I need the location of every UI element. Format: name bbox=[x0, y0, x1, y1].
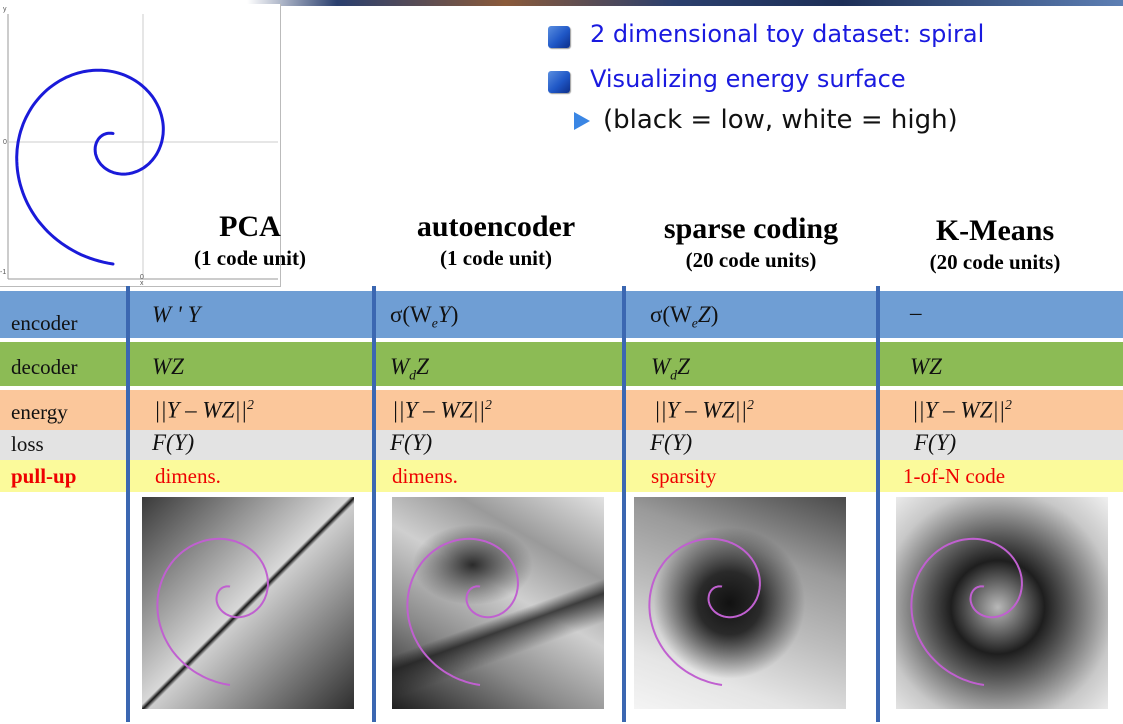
energy-sparse-coding: ||Y – WZ||2 bbox=[654, 397, 754, 423]
column-subtitle: (20 code units) bbox=[685, 248, 817, 272]
column-header-autoencoder: autoencoder (1 code unit) bbox=[386, 210, 606, 271]
decoder-row bbox=[0, 342, 1123, 386]
y-tick-minus-one: -1 bbox=[0, 269, 7, 276]
decoder-autoencoder-text: W bbox=[390, 354, 410, 379]
row-label-encoder: encoder bbox=[11, 311, 78, 335]
decoder-sparse-coding: WdZ bbox=[651, 354, 690, 383]
decoder-kmeans: WZ bbox=[910, 354, 942, 379]
decoder-pca: WZ bbox=[152, 354, 184, 379]
spiral-overlay bbox=[156, 537, 269, 686]
column-header-sparse-coding: sparse coding (20 code units) bbox=[631, 212, 871, 273]
column-title: sparse coding bbox=[663, 212, 839, 245]
loss-sparse-coding: F(Y) bbox=[650, 430, 693, 455]
loss-kmeans: F(Y) bbox=[914, 430, 957, 455]
x-axis-label: x bbox=[140, 280, 144, 287]
loss-autoencoder: F(Y) bbox=[390, 430, 433, 455]
column-subtitle: (1 code unit) bbox=[194, 246, 306, 270]
spiral-overlay bbox=[648, 537, 761, 686]
decoder-sparse-text: W bbox=[651, 354, 671, 379]
energy-surface-autoencoder bbox=[392, 497, 604, 709]
spiral-dataset-plot: y 0 -1 0 x bbox=[0, 4, 281, 287]
pullup-row bbox=[0, 460, 1123, 492]
top-decorative-bar bbox=[0, 0, 1123, 6]
bullet-square-icon bbox=[548, 71, 570, 93]
sub-bullet-color-legend: (black = low, white = high) bbox=[603, 105, 958, 135]
energy-pca-text: ||Y – WZ|| bbox=[154, 397, 248, 423]
column-separator bbox=[372, 286, 376, 722]
energy-kmeans-text: ||Y – WZ|| bbox=[912, 397, 1006, 423]
column-header-pca: PCA (1 code unit) bbox=[140, 210, 360, 271]
pullup-sparse-coding: sparsity bbox=[651, 464, 717, 488]
loss-pca: F(Y) bbox=[152, 430, 195, 455]
column-separator bbox=[126, 286, 130, 722]
loss-row bbox=[0, 430, 1123, 460]
column-subtitle: (1 code unit) bbox=[440, 246, 552, 270]
row-label-loss: loss bbox=[11, 432, 44, 456]
pullup-pca: dimens. bbox=[155, 464, 221, 488]
sub-bullet-arrow-icon bbox=[574, 112, 590, 130]
energy-kmeans: ||Y – WZ||2 bbox=[912, 397, 1012, 423]
column-separator bbox=[622, 286, 626, 722]
energy-sparse-text: ||Y – WZ|| bbox=[654, 397, 748, 423]
encoder-row bbox=[0, 291, 1123, 338]
row-label-pullup: pull-up bbox=[11, 464, 77, 488]
encoder-pca: W ' Y bbox=[152, 302, 201, 327]
energy-surface-kmeans bbox=[896, 497, 1108, 709]
energy-surface-sparse-coding bbox=[634, 497, 846, 709]
column-title: autoencoder bbox=[416, 210, 576, 243]
spiral-overlay bbox=[910, 537, 1023, 686]
encoder-autoencoder-text: σ(W bbox=[390, 302, 432, 327]
encoder-sparse-coding: σ(WeZ) bbox=[650, 302, 719, 331]
row-label-decoder: decoder bbox=[11, 355, 78, 379]
decoder-autoencoder: WdZ bbox=[390, 354, 429, 383]
energy-surface-pca bbox=[142, 497, 354, 709]
energy-row bbox=[0, 390, 1123, 430]
encoder-kmeans: – bbox=[910, 300, 922, 325]
pullup-kmeans: 1-of-N code bbox=[903, 464, 1006, 488]
energy-autoencoder: ||Y – WZ||2 bbox=[392, 397, 492, 423]
x-tick-zero: 0 bbox=[140, 274, 144, 281]
column-title: PCA bbox=[219, 210, 281, 243]
y-axis-label: y bbox=[3, 6, 7, 13]
energy-autoencoder-text: ||Y – WZ|| bbox=[392, 397, 486, 423]
bullet-energy-surface: Visualizing energy surface bbox=[590, 65, 906, 93]
bullet-dataset: 2 dimensional toy dataset: spiral bbox=[590, 20, 985, 48]
column-separator bbox=[876, 286, 880, 722]
row-label-energy: energy bbox=[11, 400, 68, 424]
column-header-kmeans: K-Means (20 code units) bbox=[885, 214, 1105, 275]
encoder-sparse-text: σ(W bbox=[650, 302, 692, 327]
spiral-curve bbox=[15, 68, 165, 266]
bullet-square-icon bbox=[548, 26, 570, 48]
column-title: K-Means bbox=[935, 214, 1055, 247]
spiral-plot-svg bbox=[7, 14, 278, 280]
y-tick-zero: 0 bbox=[3, 139, 7, 146]
energy-pca: ||Y – WZ||2 bbox=[154, 397, 254, 423]
encoder-autoencoder: σ(WeY) bbox=[390, 302, 459, 331]
column-subtitle: (20 code units) bbox=[929, 250, 1061, 274]
spiral-overlay bbox=[406, 537, 519, 686]
pullup-autoencoder: dimens. bbox=[392, 464, 458, 488]
